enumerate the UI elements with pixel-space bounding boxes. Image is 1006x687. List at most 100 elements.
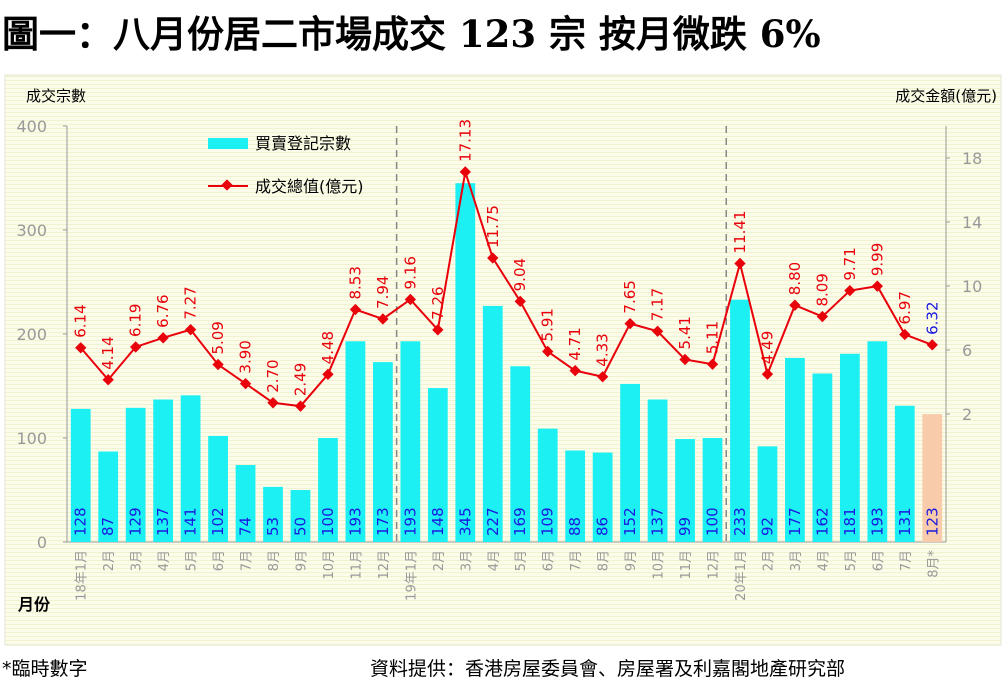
line-marker: [816, 310, 829, 323]
x-tick-label: 2月: [102, 550, 117, 571]
bar: [785, 357, 805, 542]
line-marker: [679, 353, 691, 366]
line-marker: [432, 324, 444, 336]
line-value-label: 7.27: [182, 286, 200, 319]
line-value-label: 7.94: [374, 276, 392, 309]
x-tick-label: 2月: [432, 550, 447, 571]
line-marker: [514, 295, 526, 308]
line-value-label: 5.09: [209, 321, 227, 354]
line-value-label: 8.80: [786, 262, 804, 295]
line-marker: [706, 358, 719, 370]
line-marker: [349, 303, 362, 316]
line-value-label: 5.41: [676, 316, 694, 349]
line-value-label: 17.13: [456, 119, 474, 162]
line-marker: [899, 328, 911, 341]
line-value-label: 4.33: [594, 333, 612, 366]
x-tick-label: 6月: [871, 550, 886, 571]
line-value-label: 4.14: [99, 336, 117, 369]
x-tick-label: 3月: [459, 550, 474, 571]
bar-value-label: 169: [511, 507, 529, 536]
bar-value-label: 100: [704, 507, 722, 536]
x-tick-label: 10月: [652, 550, 667, 580]
line-marker: [239, 377, 252, 390]
line-value-label: 3.90: [237, 340, 255, 373]
x-tick-label: 11月: [349, 550, 364, 580]
bar: [592, 452, 613, 542]
x-tick-label: 10月: [322, 550, 337, 580]
line-value-label: 7.65: [621, 280, 639, 313]
x-tick-label: 7月: [899, 550, 914, 571]
x-tick-label: 20年1月: [734, 550, 749, 601]
bar-value-label: 193: [868, 507, 886, 536]
bar: [839, 353, 860, 542]
bar: [867, 341, 888, 542]
line-value-label: 4.71: [566, 327, 584, 360]
x-tick-label: 6月: [542, 550, 557, 571]
x-tick-label: 9月: [624, 550, 639, 571]
bar: [455, 183, 476, 542]
bar: [318, 438, 338, 542]
x-axis-title: 月份: [17, 595, 51, 614]
x-tick-label: 7月: [569, 550, 584, 571]
bar: [812, 373, 833, 542]
bar: [98, 451, 119, 542]
chart: 0 100 200 300 400 2 6 10 14 18 128 18年1月 87 2月 129 3月 1…: [4, 74, 1002, 646]
bar: [400, 341, 421, 542]
bar-value-label: 193: [346, 507, 364, 536]
bar-value-label: 177: [786, 507, 804, 536]
x-tick-label: 4月: [157, 550, 172, 571]
bar-value-label: 152: [621, 507, 639, 536]
bar-value-label: 100: [319, 507, 337, 536]
x-tick-label: 5月: [514, 550, 529, 571]
bar: [263, 486, 283, 542]
x-tick-label: 4月: [487, 550, 502, 571]
line-value-label: 11.75: [484, 205, 502, 248]
line-value-label: 6.76: [154, 294, 172, 327]
line-marker: [487, 252, 499, 264]
chart-background: [4, 74, 1002, 646]
legend-line-marker: [221, 179, 233, 191]
bar: [208, 435, 228, 542]
bar-value-label: 87: [99, 517, 117, 536]
line-marker: [734, 257, 746, 270]
bar-value-label: 102: [209, 507, 227, 536]
line-value-label: 7.17: [649, 288, 667, 321]
bar: [482, 305, 503, 542]
bar-value-label: 74: [237, 517, 255, 536]
line-marker: [871, 280, 883, 292]
x-tick-label: 18年1月: [75, 550, 90, 601]
x-tick-label: 8月*: [926, 550, 941, 578]
y-tick-label: 300: [16, 221, 47, 240]
line-marker: [651, 325, 664, 337]
x-tick-label: 5月: [185, 550, 200, 571]
legend: 買賣登記宗數 成交總值(億元): [208, 134, 364, 196]
line-marker: [322, 368, 334, 380]
x-tick-label: 8月: [267, 550, 282, 571]
line-marker: [624, 317, 636, 330]
x-tick-label: 12月: [707, 550, 722, 580]
line-value-label: 6.14: [72, 304, 90, 337]
line-marker: [404, 293, 417, 306]
line-value-label: 9.99: [868, 243, 886, 276]
x-tick-label: 3月: [130, 550, 145, 571]
bar: [235, 465, 256, 542]
line-value-label: 8.09: [813, 273, 831, 306]
bar: [290, 490, 311, 542]
line-value-label: 6.97: [896, 291, 914, 324]
line-value-label: 5.91: [539, 308, 557, 341]
line-value-label: 2.49: [291, 363, 309, 396]
bar: [510, 366, 531, 542]
legend-bar-swatch: [208, 138, 248, 149]
bar: [675, 439, 695, 542]
legend-line-label: 成交總值(億元): [255, 177, 364, 196]
x-tick-label: 7月: [240, 550, 255, 571]
bar-value-label: 88: [566, 517, 584, 536]
bar-value-label: 137: [154, 507, 172, 536]
x-tick-label: 6月: [212, 550, 227, 571]
line-value-label: 4.49: [758, 331, 776, 364]
line-marker: [294, 400, 307, 412]
line-value-label: 8.53: [346, 266, 364, 299]
x-tick-label: 5月: [844, 550, 859, 571]
y-axis-title: 成交宗數: [26, 87, 86, 105]
x-tick-label: 3月: [789, 550, 804, 571]
